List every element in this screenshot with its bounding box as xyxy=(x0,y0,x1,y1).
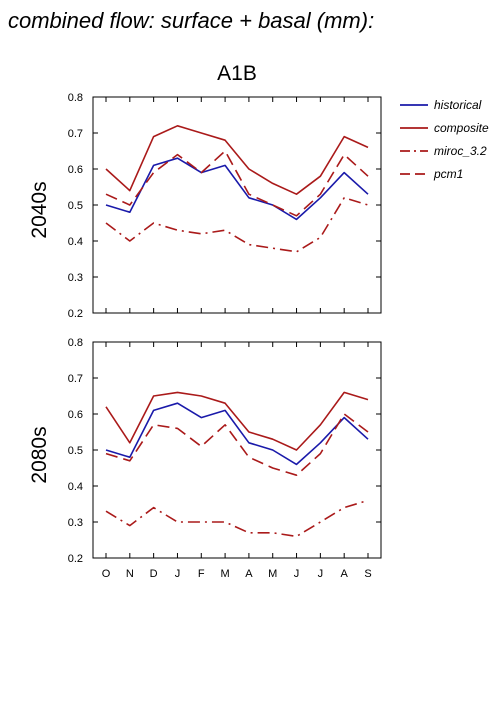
page-title: combined flow: surface + basal (mm): xyxy=(8,8,375,33)
legend-label: composite xyxy=(434,121,489,135)
y-tick-label: 0.8 xyxy=(68,92,83,104)
y-axis-label: 2040s xyxy=(28,181,51,238)
y-tick-label: 0.6 xyxy=(68,164,83,176)
y-tick-label: 0.4 xyxy=(68,481,83,493)
x-tick-label: M xyxy=(221,568,230,580)
x-tick-label: J xyxy=(318,568,324,580)
legend: historical composite miroc_3.2 pcm1 xyxy=(400,98,489,181)
y-tick-label: 0.8 xyxy=(68,337,83,349)
series-line-miroc-3-2 xyxy=(105,197,369,253)
panels-group: 0.20.30.40.50.60.70.82040s0.20.30.40.50.… xyxy=(28,92,382,580)
series-line-pcm1 xyxy=(105,150,369,217)
y-tick-label: 0.5 xyxy=(68,445,83,457)
series-line-historical xyxy=(105,402,369,466)
x-tick-label: O xyxy=(102,568,111,580)
legend-label: miroc_3.2 xyxy=(434,144,487,158)
y-tick-label: 0.4 xyxy=(68,236,83,248)
y-tick-label: 0.2 xyxy=(68,308,83,320)
y-axis-label: 2080s xyxy=(28,426,51,483)
panel-2080s: 0.2 0.3 0.4 0.5 0.6 0.7 0.8 O N D J F M A M J J A S 2080s xyxy=(28,337,382,580)
y-tick-label: 0.2 xyxy=(68,553,83,565)
series-line-composite xyxy=(105,125,369,195)
x-tick-label: J xyxy=(175,568,181,580)
x-tick-label: A xyxy=(341,568,349,580)
y-tick-label: 0.7 xyxy=(68,373,83,385)
y-tick-label: 0.3 xyxy=(68,517,83,529)
y-tick-label: 0.7 xyxy=(68,128,83,140)
chart-title: A1B xyxy=(217,62,257,85)
panel-2040s: 0.2 0.3 0.4 0.5 0.6 0.7 0.8 2040s xyxy=(28,92,382,320)
y-tick-label: 0.3 xyxy=(68,272,83,284)
x-tick-label: J xyxy=(294,568,300,580)
x-tick-label: S xyxy=(364,568,371,580)
x-tick-label: A xyxy=(245,568,253,580)
legend-label: pcm1 xyxy=(433,167,463,181)
plot-frame xyxy=(92,96,382,314)
series-line-pcm1 xyxy=(105,413,369,477)
series-line-composite xyxy=(105,391,369,451)
x-tick-label: D xyxy=(150,568,158,580)
legend-label: historical xyxy=(434,98,482,112)
x-tick-label: N xyxy=(126,568,134,580)
y-tick-label: 0.6 xyxy=(68,409,83,421)
y-tick-label: 0.5 xyxy=(68,200,83,212)
series-line-miroc-3-2 xyxy=(105,499,369,538)
x-tick-label: F xyxy=(198,568,205,580)
x-tick-label: M xyxy=(268,568,277,580)
series-line-historical xyxy=(105,157,369,221)
